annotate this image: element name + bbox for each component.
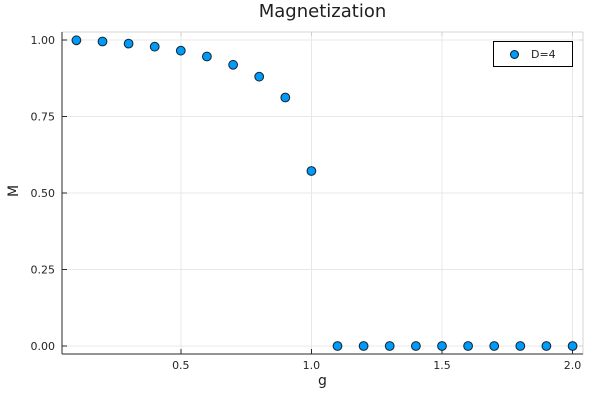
y-tick-label: 0.75 xyxy=(31,110,56,123)
data-point xyxy=(71,35,82,46)
data-point xyxy=(332,341,343,351)
data-point xyxy=(175,45,186,56)
data-point xyxy=(384,341,395,351)
data-point xyxy=(411,341,421,351)
y-axis-label: M xyxy=(6,184,22,198)
x-axis-label: g xyxy=(318,373,327,389)
data-point xyxy=(97,36,108,47)
y-tick-label: 0.25 xyxy=(31,263,56,276)
data-point xyxy=(280,92,291,103)
data-point xyxy=(567,341,578,351)
data-point xyxy=(489,341,500,351)
data-point xyxy=(463,341,474,351)
data-point xyxy=(358,341,369,351)
legend-series-label: D=4 xyxy=(531,47,556,61)
data-point xyxy=(123,38,134,49)
data-point xyxy=(437,341,447,351)
y-tick-label: 0.50 xyxy=(31,187,56,200)
data-point xyxy=(515,341,526,351)
x-tick-label: 0.5 xyxy=(172,359,190,372)
data-point xyxy=(228,59,239,70)
data-point xyxy=(149,41,160,52)
chart-title: Magnetization xyxy=(258,1,387,22)
x-tick-label: 1.5 xyxy=(433,359,451,372)
data-point xyxy=(541,341,552,351)
x-tick-label: 1.0 xyxy=(303,359,321,372)
series-marker-icon xyxy=(510,49,519,59)
data-point xyxy=(254,71,265,82)
data-point xyxy=(306,166,317,176)
x-tick-label: 2.0 xyxy=(564,359,582,372)
legend: D=4 xyxy=(493,41,573,67)
data-point xyxy=(202,51,212,62)
y-tick-label: 1.00 xyxy=(31,34,56,47)
y-tick-label: 0.00 xyxy=(31,340,56,353)
